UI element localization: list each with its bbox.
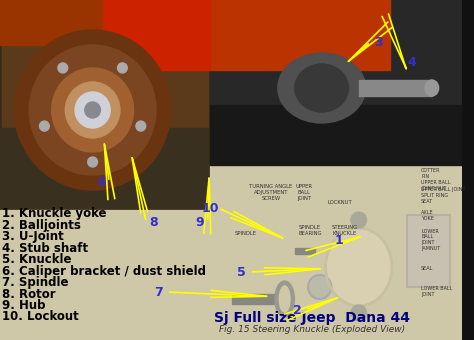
- Bar: [0, 0, 102, 45]
- Circle shape: [351, 305, 366, 321]
- Text: 7. Spindle: 7. Spindle: [2, 276, 68, 289]
- Text: TURNING ANGLE
ADJUSTMENT
SCREW: TURNING ANGLE ADJUSTMENT SCREW: [249, 184, 292, 201]
- Bar: [210, 165, 462, 340]
- Bar: [0, 128, 208, 208]
- Text: 3. U-Joint: 3. U-Joint: [2, 230, 64, 243]
- Text: STEERING
KNUCKLE: STEERING KNUCKLE: [332, 225, 358, 236]
- Bar: [210, 105, 462, 165]
- Text: 3: 3: [374, 35, 383, 49]
- Circle shape: [15, 30, 171, 190]
- Text: UPPER
BALL
JOINT: UPPER BALL JOINT: [296, 184, 313, 201]
- Text: 1. Knuckle yoke: 1. Knuckle yoke: [2, 207, 107, 220]
- Text: 6. Caliper bracket / dust shield: 6. Caliper bracket / dust shield: [2, 265, 206, 277]
- Circle shape: [118, 63, 128, 73]
- Ellipse shape: [295, 64, 348, 112]
- Circle shape: [58, 63, 68, 73]
- Text: Sj Full size Jeep  Dana 44: Sj Full size Jeep Dana 44: [214, 311, 410, 325]
- Text: COTTER
PIN: COTTER PIN: [421, 168, 441, 179]
- Text: 9: 9: [195, 216, 204, 228]
- Text: Fig. 15 Steering Knuckle (Exploded View): Fig. 15 Steering Knuckle (Exploded View): [219, 325, 405, 334]
- Bar: [295, 248, 315, 254]
- Circle shape: [39, 121, 49, 131]
- Bar: [210, 0, 462, 165]
- Text: UPPER BALL
JOINT NUT: UPPER BALL JOINT NUT: [421, 180, 451, 191]
- Text: 1: 1: [335, 235, 344, 248]
- Text: SEAL: SEAL: [421, 266, 434, 271]
- Bar: [408, 215, 450, 287]
- Ellipse shape: [425, 80, 438, 96]
- Text: 5. Knuckle: 5. Knuckle: [2, 253, 72, 266]
- Bar: [98, 0, 210, 70]
- Text: LOCKNUT: LOCKNUT: [328, 200, 352, 205]
- Text: 7: 7: [155, 286, 163, 299]
- Bar: [2, 3, 208, 208]
- Bar: [210, 0, 390, 70]
- Ellipse shape: [279, 286, 290, 312]
- Text: 4: 4: [407, 55, 416, 68]
- Circle shape: [75, 92, 110, 128]
- Bar: [0, 0, 210, 210]
- Circle shape: [88, 157, 98, 167]
- Circle shape: [29, 45, 156, 175]
- Circle shape: [308, 275, 331, 299]
- Text: 2: 2: [293, 304, 301, 317]
- Text: LOWER BALL
JOINT: LOWER BALL JOINT: [421, 286, 453, 297]
- Ellipse shape: [275, 281, 294, 317]
- Text: LOWER
BALL
JOINT
JAMNUT: LOWER BALL JOINT JAMNUT: [421, 228, 440, 251]
- Text: 8. Rotor: 8. Rotor: [2, 288, 55, 301]
- Text: 10: 10: [202, 202, 219, 215]
- Text: SPINDLE
BEARING: SPINDLE BEARING: [298, 225, 322, 236]
- Text: AXLE
YOKE: AXLE YOKE: [421, 210, 434, 221]
- Text: SPINDLE: SPINDLE: [235, 231, 256, 236]
- Bar: [359, 80, 432, 96]
- Text: 2. Balljoints: 2. Balljoints: [2, 219, 81, 232]
- Circle shape: [136, 121, 146, 131]
- Text: 8: 8: [150, 216, 158, 228]
- Circle shape: [85, 102, 100, 118]
- Text: 10. Lockout: 10. Lockout: [2, 310, 79, 323]
- Circle shape: [52, 68, 134, 152]
- Text: 9. Hub: 9. Hub: [2, 299, 46, 312]
- Circle shape: [351, 212, 366, 228]
- Bar: [0, 210, 210, 340]
- Bar: [232, 294, 283, 304]
- Text: 6: 6: [97, 175, 106, 188]
- Text: 4. Stub shaft: 4. Stub shaft: [2, 241, 88, 255]
- Ellipse shape: [278, 53, 365, 123]
- Text: UPPER BALL JOINT
SPLIT RING
SEAT: UPPER BALL JOINT SPLIT RING SEAT: [421, 187, 465, 204]
- Circle shape: [65, 82, 120, 138]
- Ellipse shape: [326, 228, 392, 306]
- Bar: [408, 215, 450, 287]
- Text: 5: 5: [237, 266, 246, 278]
